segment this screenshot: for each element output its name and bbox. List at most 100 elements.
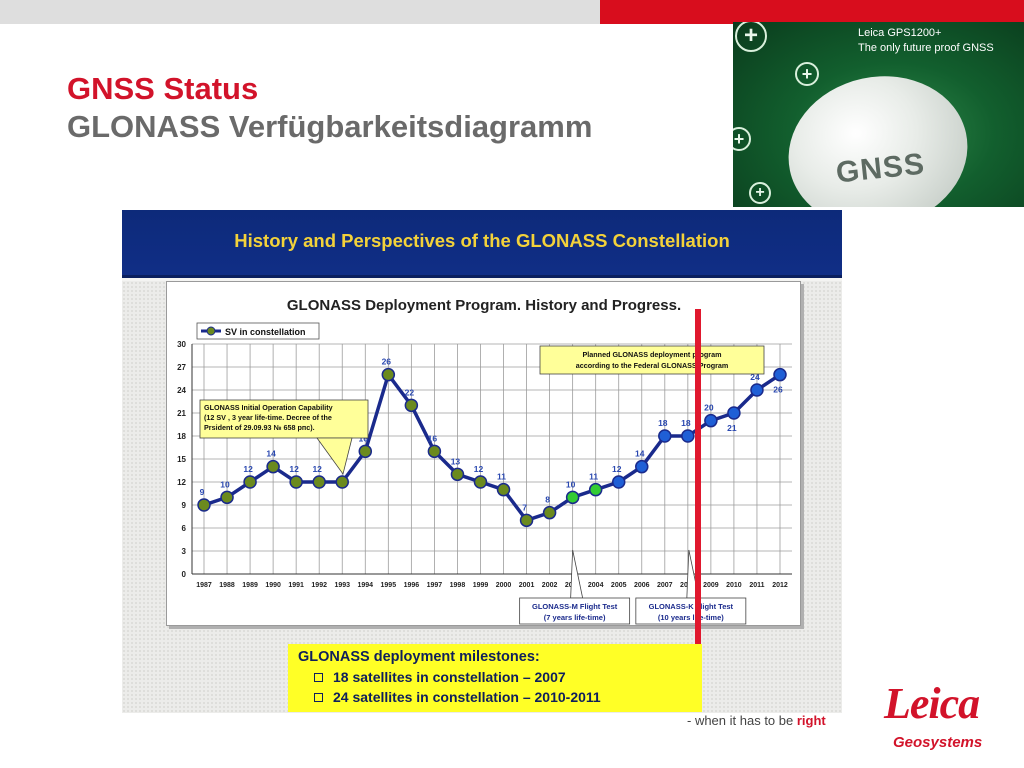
- x-tick-label: 1993: [334, 582, 350, 589]
- data-point: [704, 413, 718, 428]
- data-label: 10: [220, 479, 230, 489]
- data-point: [611, 475, 626, 489]
- data-label: 8: [545, 495, 550, 505]
- x-tick-label: 1988: [219, 582, 235, 589]
- tagline-prefix: - when it has to be: [687, 713, 797, 728]
- x-tick-label: 1996: [404, 582, 420, 589]
- plus-icon: +: [795, 62, 819, 86]
- checkbox-bullet-icon: [314, 693, 323, 702]
- x-tick-label: 2002: [542, 582, 558, 589]
- data-label: 11: [497, 472, 506, 482]
- milestone-item: 18 satellites in constellation – 2007: [314, 667, 702, 687]
- data-label: 26: [773, 385, 783, 395]
- glonass-figure: History and Perspectives of the GLONASS …: [122, 210, 842, 713]
- glonass-m-note-text: (7 years life-time): [544, 613, 606, 622]
- chart-title: GLONASS Deployment Program. History and …: [287, 297, 681, 314]
- data-point: [473, 475, 488, 489]
- x-tick-label: 1992: [311, 582, 327, 589]
- y-tick-label: 21: [177, 409, 186, 418]
- y-tick-label: 3: [182, 547, 187, 556]
- data-point: [773, 367, 787, 382]
- milestones-box: GLONASS deployment milestones: 18 satell…: [288, 644, 702, 712]
- tagline-highlight: right: [796, 713, 826, 728]
- legend-marker: [206, 326, 216, 336]
- data-label: 13: [451, 456, 461, 466]
- milestone-text: 18 satellites in constellation – 2007: [333, 669, 566, 685]
- y-tick-label: 27: [177, 363, 186, 372]
- x-tick-label: 1997: [427, 582, 443, 589]
- current-year-marker: [695, 309, 701, 647]
- data-label: 12: [312, 464, 322, 474]
- data-label: 9: [200, 487, 205, 497]
- glonass-m-note-box: [519, 597, 631, 625]
- ioc-note-pointer: [316, 437, 353, 475]
- ioc-note-text: GLONASS Initial Operation Capability: [204, 403, 333, 412]
- data-label: 11: [589, 472, 598, 482]
- data-point: [266, 459, 280, 474]
- planned-note-text: according to the Federal GLONASS Program: [576, 361, 729, 370]
- leica-logo: Leica: [884, 679, 980, 728]
- banner-caption: Leica GPS1200+ The only future proof GNS…: [858, 26, 994, 56]
- geosystems-logo-text: Geosystems: [893, 734, 983, 751]
- plus-icon: +: [735, 22, 767, 52]
- data-point: [681, 429, 695, 443]
- y-tick-label: 12: [177, 478, 186, 487]
- data-label: 12: [612, 464, 622, 474]
- x-tick-label: 2006: [634, 582, 650, 589]
- banner-line2: The only future proof GNSS: [858, 42, 994, 54]
- x-tick-label: 2007: [657, 582, 673, 589]
- y-tick-label: 0: [182, 570, 187, 579]
- x-tick-label: 1989: [242, 582, 258, 589]
- legend-label: SV in constellation: [225, 327, 306, 337]
- ioc-note-box: [199, 399, 369, 439]
- data-point: [243, 475, 257, 489]
- data-point: [450, 467, 465, 482]
- x-tick-label: 1994: [357, 582, 373, 589]
- data-point: [635, 459, 649, 474]
- series-line: [203, 370, 781, 523]
- milestones-title: GLONASS deployment milestones:: [298, 649, 540, 665]
- x-tick-label: 2005: [611, 582, 627, 589]
- data-label: 12: [289, 464, 299, 474]
- y-tick-label: 24: [177, 386, 186, 395]
- figure-body: GLONASS Deployment Program. History and …: [122, 281, 842, 713]
- data-point: [289, 475, 303, 489]
- figure-header-text: History and Perspectives of the GLONASS …: [234, 230, 730, 251]
- x-tick-label: 1990: [265, 582, 281, 589]
- y-tick-label: 18: [177, 432, 186, 441]
- slide-title-line2: GLONASS Verfügbarkeitsdiagramm: [67, 109, 593, 144]
- glonass-m-note-text: GLONASS-M Flight Test: [532, 602, 618, 611]
- y-tick-label: 15: [177, 455, 186, 464]
- data-label: 21: [727, 423, 737, 433]
- data-point: [197, 498, 211, 512]
- x-tick-label: 2010: [726, 582, 742, 589]
- x-tick-label: 1995: [381, 582, 397, 589]
- data-label: 7: [522, 502, 527, 512]
- data-point: [750, 383, 764, 397]
- data-point: [496, 482, 511, 497]
- plus-icon: +: [749, 182, 771, 204]
- data-point: [658, 429, 672, 443]
- data-label: 14: [266, 449, 276, 459]
- checkbox-bullet-icon: [314, 673, 323, 682]
- data-point: [312, 475, 326, 489]
- legend-box: [196, 322, 320, 340]
- y-tick-label: 9: [182, 501, 187, 510]
- data-label: 22: [405, 387, 415, 397]
- data-label: 20: [704, 403, 714, 413]
- top-bar-red: [600, 0, 1024, 24]
- gnss-banner-image: GNSS + + + + Leica GPS1200+ The only fut…: [733, 22, 1024, 207]
- data-label: 18: [658, 418, 668, 428]
- y-tick-label: 30: [177, 340, 186, 349]
- slide-title-line1: GNSS Status: [67, 71, 259, 106]
- top-bar-gray: [0, 0, 600, 24]
- plus-icon: +: [733, 127, 751, 151]
- milestone-text: 24 satellites in constellation – 2010-20…: [333, 689, 601, 705]
- data-label: 26: [382, 357, 392, 367]
- x-tick-label: 2012: [772, 582, 788, 589]
- chart-panel: GLONASS Deployment Program. History and …: [166, 281, 801, 626]
- data-point: [727, 406, 741, 420]
- data-label: 12: [474, 464, 484, 474]
- x-tick-label: 1987: [196, 582, 212, 589]
- data-label: 16: [428, 433, 438, 443]
